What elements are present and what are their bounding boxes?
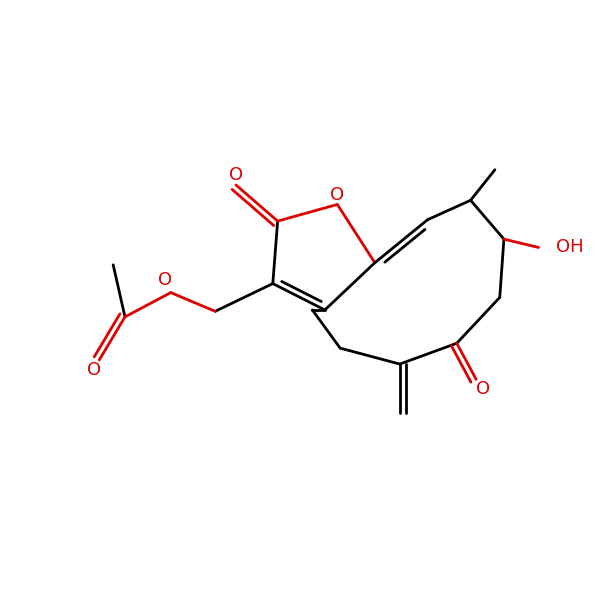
Text: O: O xyxy=(330,186,344,204)
Text: O: O xyxy=(229,166,243,184)
Text: OH: OH xyxy=(556,238,584,256)
Text: O: O xyxy=(158,271,172,289)
Text: O: O xyxy=(86,361,101,379)
Text: O: O xyxy=(476,380,490,398)
